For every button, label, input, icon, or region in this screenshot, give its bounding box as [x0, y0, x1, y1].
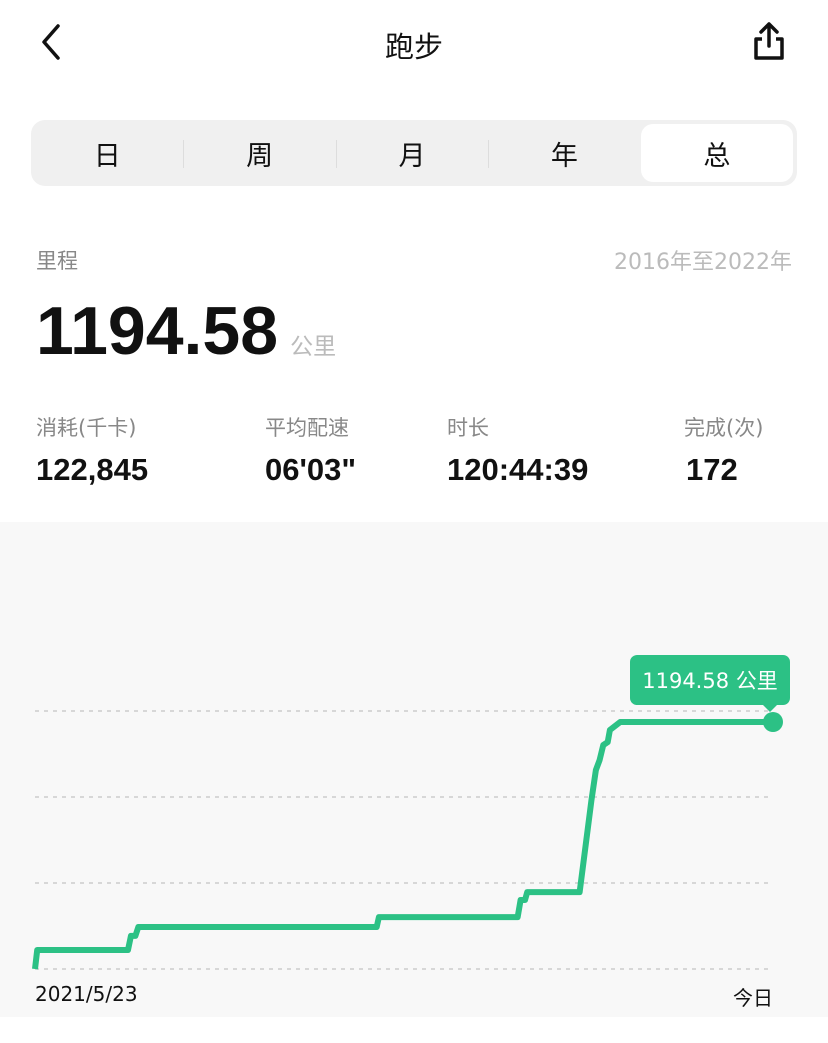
value-tooltip: 1194.58 公里 [630, 655, 790, 712]
chevron-left-icon[interactable] [36, 22, 72, 62]
duration-label: 时长 [447, 416, 489, 440]
tab-month[interactable]: 月 [335, 124, 488, 182]
count-value: 172 [686, 452, 738, 487]
pace-value: 06'03" [265, 452, 357, 487]
x-start-label: 2021/5/23 [35, 982, 138, 1006]
pace-label: 平均配速 [265, 416, 349, 440]
date-range: 2016年至2022年 [614, 250, 792, 275]
top-bar: 跑步 [0, 0, 828, 90]
tab-year[interactable]: 年 [488, 124, 640, 182]
share-icon[interactable] [750, 20, 788, 64]
distance-label: 里程 [36, 249, 78, 273]
end-point-marker[interactable] [763, 712, 783, 732]
calories-label: 消耗(千卡) [36, 416, 137, 440]
calories-value: 122,845 [36, 452, 149, 487]
total-distance: 1194.58 [36, 293, 279, 369]
duration-value: 120:44:39 [447, 452, 589, 487]
x-end-label: 今日 [733, 986, 773, 1010]
distance-line [32, 719, 773, 970]
page-title: 跑步 [384, 30, 443, 64]
tab-total[interactable]: 总 [640, 124, 794, 182]
total-distance-row: 1194.58 公里 [36, 292, 336, 370]
tab-day[interactable]: 日 [93, 140, 121, 172]
distance-unit: 公里 [290, 334, 337, 360]
tab-week[interactable]: 周 [183, 124, 335, 182]
period-segmented-control: 日 周 月 年 总 [31, 120, 797, 186]
count-label: 完成(次) [684, 416, 764, 440]
